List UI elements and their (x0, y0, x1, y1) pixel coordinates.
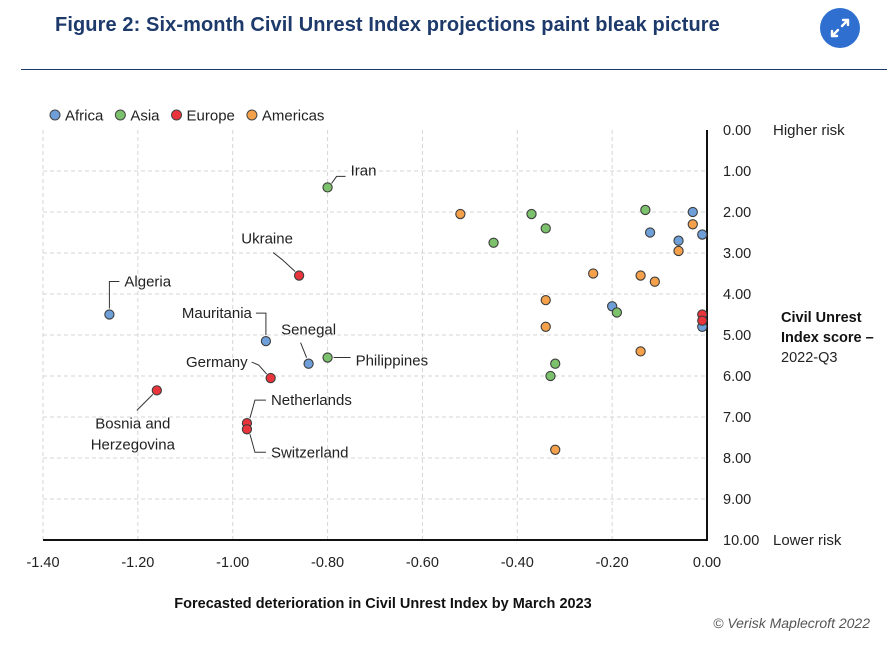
x-tick-label: -0.40 (501, 555, 534, 571)
y-tick-label: 4.00 (723, 287, 751, 303)
leader-line (249, 434, 266, 453)
point-asia (550, 358, 561, 369)
page-title: Figure 2: Six-month Civil Unrest Index p… (55, 14, 720, 36)
expand-button[interactable] (820, 8, 860, 48)
point-asia (545, 370, 556, 382)
legend-marker-africa (49, 109, 61, 121)
data-label-netherlands: Netherlands (271, 392, 352, 409)
point-asia (526, 208, 537, 220)
point-americas (635, 346, 646, 357)
point-philippines (322, 352, 333, 363)
point-africa (673, 235, 684, 246)
data-label-mauritania: Mauritania (182, 305, 253, 322)
leader-line (255, 312, 267, 336)
point-americas (649, 276, 660, 287)
x-tick-label: -0.20 (596, 555, 629, 571)
point-americas (687, 219, 698, 230)
point-europe (697, 315, 708, 326)
x-axis-title: Forecasted deterioration in Civil Unrest… (174, 596, 591, 612)
point-africa (687, 206, 698, 218)
y-tick-label: 9.00 (723, 492, 751, 508)
point-africa (644, 227, 656, 238)
point-switzerland (241, 424, 253, 435)
legend-marker-americas (246, 109, 258, 121)
y-tick-label: 1.00 (723, 164, 751, 180)
point-asia (540, 223, 551, 234)
y-tick-label: 7.00 (723, 410, 751, 426)
data-label-bosnia-and-herzegovina: Bosnia and (95, 415, 170, 432)
legend-label-europe: Europe (187, 108, 235, 125)
y-tick-label: 3.00 (723, 246, 751, 262)
point-africa (697, 229, 708, 240)
y-axis-title-line-2: Index score – (781, 330, 874, 346)
point-iran (322, 182, 333, 193)
point-americas (540, 321, 551, 332)
data-label-ukraine: Ukraine (241, 231, 293, 248)
leader-line (136, 393, 154, 411)
y-end-label-bottom: Lower risk (773, 532, 842, 549)
point-americas (673, 245, 684, 257)
x-tick-label: -1.00 (216, 555, 249, 571)
x-tick-label: -1.20 (121, 555, 154, 571)
expand-icon (830, 18, 850, 38)
point-mauritania (260, 335, 272, 347)
data-label-bosnia-and-herzegovina: Herzegovina (91, 436, 176, 453)
legend-label-africa: Africa (65, 108, 104, 125)
legend-label-americas: Americas (262, 108, 325, 125)
leader-line (249, 399, 266, 419)
source-credit: © Verisk Maplecroft 2022 (713, 615, 870, 631)
x-tick-label: 0.00 (693, 555, 721, 571)
point-americas (455, 208, 466, 220)
data-label-switzerland: Switzerland (271, 444, 349, 461)
leader-line (300, 342, 308, 358)
point-senegal (303, 358, 314, 369)
point-americas (540, 294, 551, 306)
leader-line (272, 252, 296, 272)
leader-line (331, 175, 346, 184)
y-end-label-top: Higher risk (773, 122, 845, 139)
point-algeria (104, 309, 115, 320)
y-tick-label: 8.00 (723, 451, 751, 467)
x-tick-label: -0.60 (406, 555, 439, 571)
point-asia (611, 307, 623, 318)
point-americas (635, 270, 646, 281)
x-tick-label: -0.80 (311, 555, 344, 571)
point-asia (640, 204, 651, 216)
y-tick-label: 2.00 (723, 205, 751, 221)
point-americas (588, 268, 599, 279)
point-asia (488, 237, 499, 248)
data-label-algeria: Algeria (124, 274, 171, 291)
x-tick-label: -1.40 (26, 555, 59, 571)
point-bosnia-and-herzegovina (151, 385, 162, 396)
data-label-philippines: Philippines (356, 353, 429, 370)
data-label-iran: Iran (351, 162, 377, 179)
header-divider (21, 69, 887, 70)
y-axis-title-line-1: Civil Unrest (781, 310, 862, 326)
y-tick-label: 6.00 (723, 369, 751, 385)
data-label-senegal: Senegal (281, 322, 336, 339)
leader-line (251, 361, 268, 375)
legend-marker-asia (114, 109, 126, 121)
data-label-germany: Germany (186, 354, 248, 371)
y-axis-title-line-3: 2022-Q3 (781, 350, 837, 366)
y-tick-label: 10.00 (723, 533, 759, 549)
point-germany (265, 372, 276, 384)
leader-line (108, 281, 120, 309)
y-tick-label: 5.00 (723, 328, 751, 344)
y-tick-label: 0.00 (723, 123, 751, 139)
legend-marker-europe (171, 109, 183, 121)
point-americas (550, 444, 561, 455)
point-ukraine (293, 270, 305, 281)
legend-label-asia: Asia (130, 108, 160, 125)
